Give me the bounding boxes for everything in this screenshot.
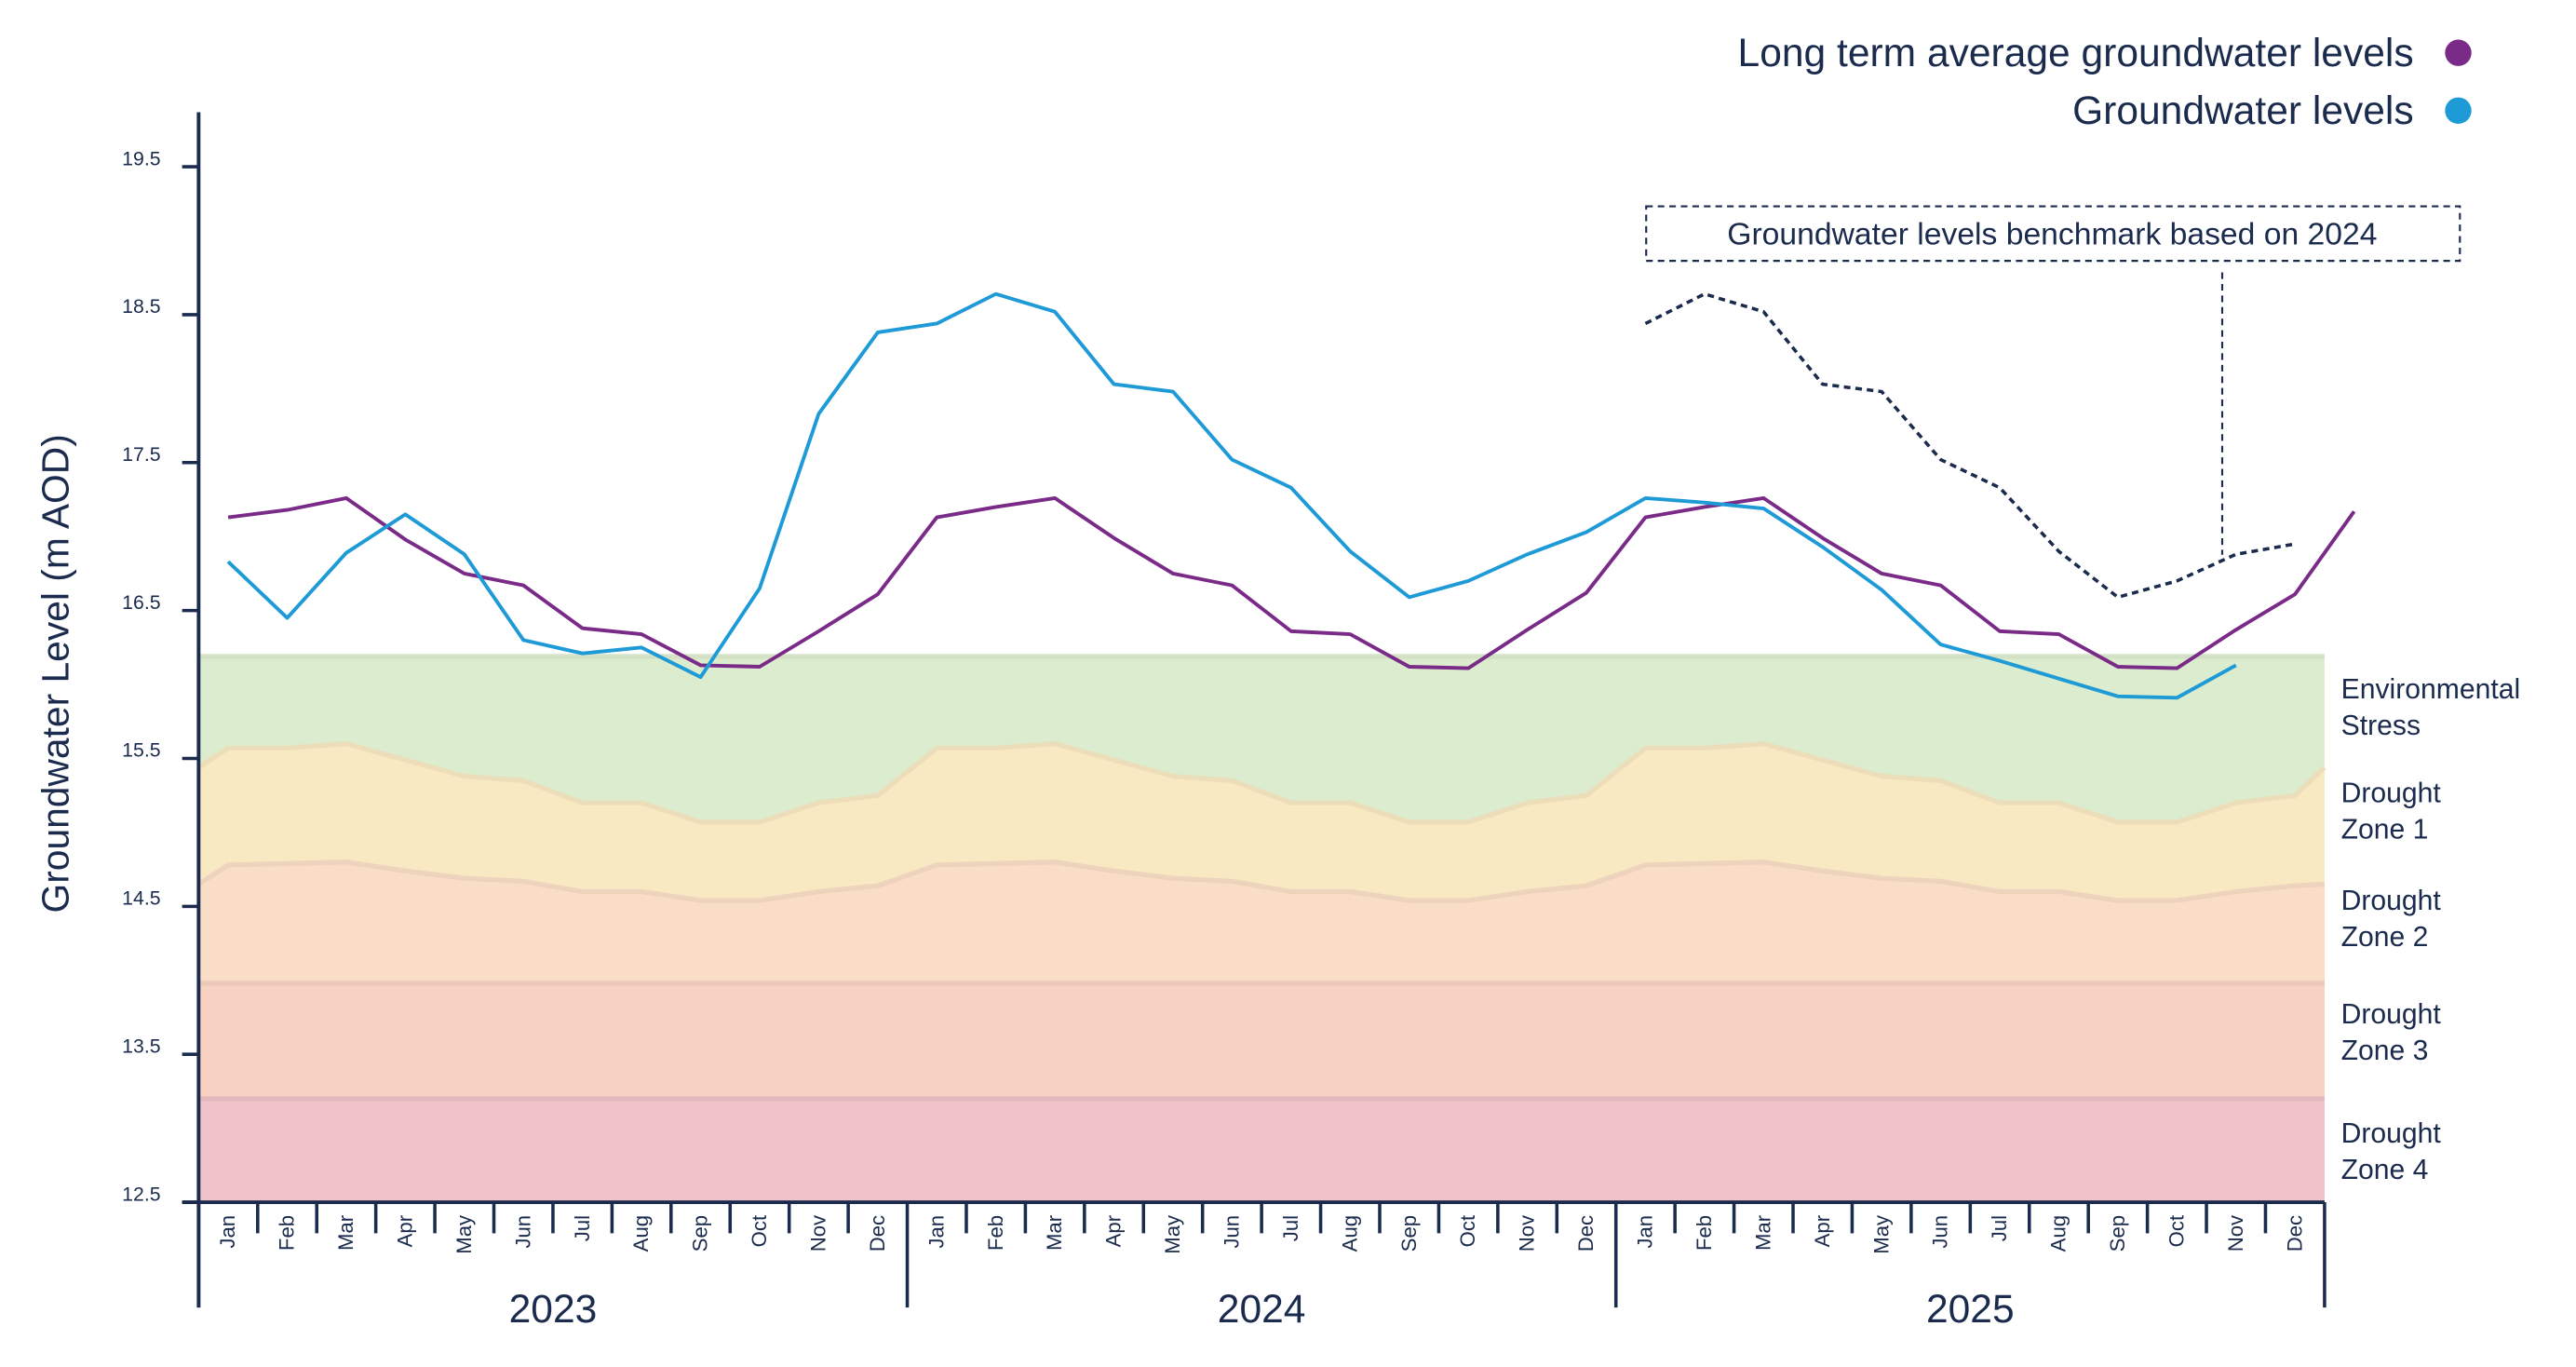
month-label: Aug <box>1338 1215 1361 1252</box>
zone-boundary-2 <box>196 740 2326 825</box>
month-label: Jun <box>511 1215 534 1249</box>
month-label: Dec <box>866 1215 889 1252</box>
month-label: Jan <box>1634 1215 1657 1249</box>
month-label: Dec <box>1574 1215 1598 1252</box>
legend-marker-long-term-average <box>2445 39 2472 66</box>
y-tick-label: 16.5 <box>122 591 160 614</box>
zone-label: Drought <box>2341 1118 2442 1149</box>
zone-label: Zone 2 <box>2341 922 2429 953</box>
month-label: Oct <box>748 1215 771 1247</box>
annotation-box <box>1645 205 2461 263</box>
zone-bands <box>196 654 2326 1203</box>
year-label: 2024 <box>1218 1287 1306 1332</box>
y-tick-label: 18.5 <box>122 295 160 318</box>
month-label: Jan <box>924 1215 948 1249</box>
y-tick-label: 13.5 <box>122 1035 160 1057</box>
month-label: Oct <box>1456 1215 1479 1247</box>
month-label: Nov <box>1516 1215 1539 1252</box>
month-label: Jul <box>1279 1215 1302 1241</box>
month-label: May <box>1869 1214 1893 1254</box>
month-label: Aug <box>629 1215 653 1252</box>
series-lines <box>226 291 2356 700</box>
month-label: Aug <box>2047 1215 2070 1252</box>
annotation-text: Groundwater levels benchmark based on 20… <box>1727 217 2377 251</box>
year-label: 2023 <box>509 1287 598 1332</box>
zone-labels: Environmental Stress Drought Zone 1 Drought Z… <box>2341 674 2521 1185</box>
month-label: Jan <box>216 1215 239 1249</box>
month-label: Sep <box>689 1215 712 1252</box>
month-label: Mar <box>334 1214 357 1251</box>
zone-label: Drought <box>2341 886 2442 916</box>
zone-label: Zone 3 <box>2341 1035 2429 1066</box>
month-label: Feb <box>276 1215 299 1251</box>
month-label: Jul <box>571 1215 594 1241</box>
month-label: May <box>1161 1214 1184 1254</box>
month-label: May <box>452 1214 476 1254</box>
zone-label: Drought <box>2341 778 2442 809</box>
zone-label: Zone 1 <box>2341 815 2429 846</box>
y-tick-label: 17.5 <box>122 443 160 466</box>
axes: 19.5 18.5 17.5 16.5 15.5 14.5 13.5 12.5 Jan Feb Ma… <box>122 112 2326 1332</box>
zone-label: Stress <box>2341 711 2421 741</box>
month-label: Jun <box>1929 1215 1952 1249</box>
month-label: Feb <box>1693 1215 1716 1251</box>
zone-label: Drought <box>2341 999 2442 1030</box>
y-tick-label: 15.5 <box>122 739 160 762</box>
month-label: Feb <box>984 1215 1007 1251</box>
month-label: Jul <box>1988 1215 2011 1241</box>
y-tick-label: 19.5 <box>122 147 160 169</box>
month-label: Apr <box>1102 1214 1126 1247</box>
series-line-3 <box>1644 291 2296 600</box>
zone-label: Environmental <box>2341 674 2521 705</box>
legend-label-groundwater-levels: Groundwater levels <box>2072 88 2414 133</box>
legend: Long term average groundwater levels Gro… <box>1738 31 2472 133</box>
zone-boundary-3 <box>196 859 2326 903</box>
month-label: Apr <box>393 1214 416 1247</box>
month-label: Mar <box>1043 1214 1066 1251</box>
legend-marker-groundwater-levels <box>2445 97 2472 124</box>
month-label: Jun <box>1221 1215 1244 1249</box>
month-label: Nov <box>806 1215 829 1252</box>
month-label: Nov <box>2224 1215 2247 1252</box>
benchmark-annotation: Groundwater levels benchmark based on 20… <box>1645 205 2461 555</box>
month-label: Mar <box>1751 1214 1774 1251</box>
legend-label-long-term-average: Long term average groundwater levels <box>1738 31 2414 75</box>
zone-label: Zone 4 <box>2341 1155 2429 1185</box>
y-tick-label: 14.5 <box>122 887 160 910</box>
y-axis-label: Groundwater Level (m AOD) <box>34 434 76 913</box>
y-tick-label: 12.5 <box>122 1183 160 1205</box>
month-label: Sep <box>1397 1215 1421 1252</box>
year-label: 2025 <box>1926 1287 2015 1332</box>
zone-band-5 <box>198 1098 2325 1203</box>
series-line-2 <box>226 291 2237 700</box>
month-label: Sep <box>2106 1215 2129 1252</box>
month-label: Apr <box>1811 1214 1834 1247</box>
month-label: Dec <box>2283 1215 2306 1252</box>
month-label: Oct <box>2165 1215 2188 1247</box>
